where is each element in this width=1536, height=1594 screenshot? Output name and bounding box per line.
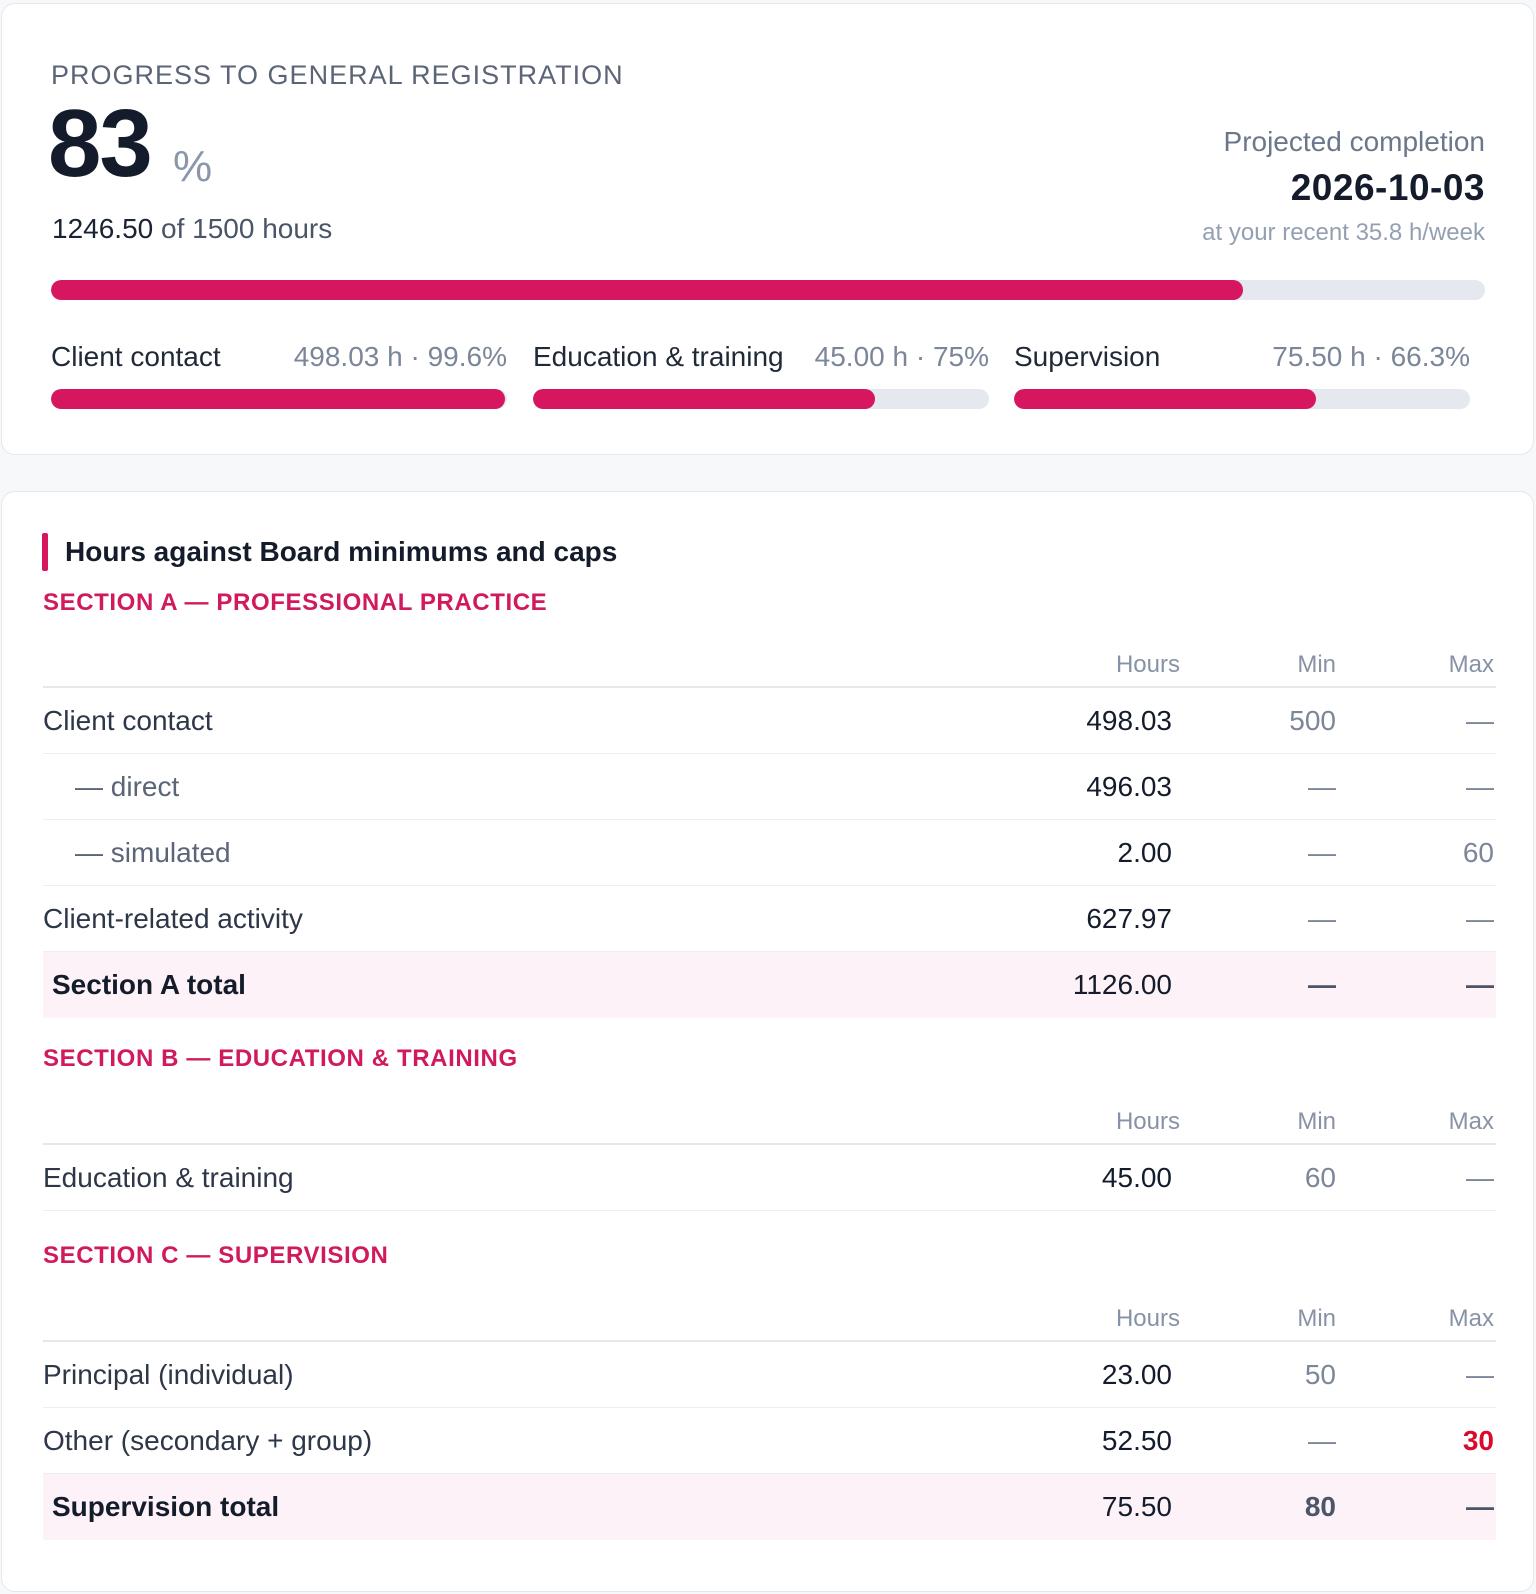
row-min: 80 xyxy=(1304,1491,1336,1522)
sub-progress-fill xyxy=(1014,389,1317,409)
row-min: — xyxy=(1308,771,1336,802)
hours-card: Hours against Board minimums and caps SE… xyxy=(1,491,1534,1592)
row-min: — xyxy=(1308,903,1336,934)
table-row: — simulated 2.00 — 60 xyxy=(43,820,1496,886)
sub-progress-label: Supervision xyxy=(1014,341,1161,372)
row-max: — xyxy=(1466,1491,1494,1522)
row-hours: 627.97 xyxy=(1086,903,1172,934)
overall-progress-bar xyxy=(51,280,1485,300)
sub-progress-value: 45.00 h · 75% xyxy=(814,341,989,372)
progress-card: PROGRESS TO GENERAL REGISTRATION 83 % 12… xyxy=(1,3,1534,455)
sub-progress-supervision: Supervision 75.50 h · 66.3% xyxy=(1014,341,1470,411)
row-max: — xyxy=(1466,1359,1494,1390)
col-max-header: Max xyxy=(1448,1108,1494,1135)
row-label: Client-related activity xyxy=(43,903,303,934)
overall-progress-fill xyxy=(51,280,1243,300)
sub-progress-label: Education & training xyxy=(533,341,784,372)
row-min: — xyxy=(1308,837,1336,868)
section-c-heading: SECTION C — SUPERVISION xyxy=(43,1242,389,1269)
row-label: — simulated xyxy=(75,837,231,868)
sub-progress-client-contact: Client contact 498.03 h · 99.6% xyxy=(51,341,507,411)
table-row: Client contact 498.03 500 — xyxy=(43,688,1496,754)
col-min-header: Min xyxy=(1297,651,1336,678)
table-row: Other (secondary + group) 52.50 — 30 xyxy=(43,1408,1496,1474)
col-hours-header: Hours xyxy=(1115,1108,1180,1135)
row-hours: 498.03 xyxy=(1086,705,1172,736)
progress-hours-done: 1246.50 xyxy=(52,213,154,244)
col-max-header: Max xyxy=(1448,1305,1494,1332)
col-max-header: Max xyxy=(1448,651,1494,678)
sub-progress-fill xyxy=(51,389,506,409)
row-min: — xyxy=(1308,969,1336,1000)
sub-progress-education: Education & training 45.00 h · 75% xyxy=(533,341,989,411)
table-row: Education & training 45.00 60 — xyxy=(43,1145,1496,1211)
row-hours: 2.00 xyxy=(1117,837,1173,868)
progress-hours-rest: of 1500 hours xyxy=(153,213,333,244)
section-b-heading: SECTION B — EDUCATION & TRAINING xyxy=(43,1045,518,1072)
row-label: Client contact xyxy=(43,705,213,736)
sub-progress-bar xyxy=(533,389,989,409)
row-min: — xyxy=(1308,1425,1336,1456)
hours-card-title: Hours against Board minimums and caps xyxy=(65,536,618,567)
row-min: 60 xyxy=(1304,1162,1336,1193)
row-max: 60 xyxy=(1462,837,1494,868)
row-hours: 1126.00 xyxy=(1072,969,1172,1000)
section-c-table: Hours Min Max Principal (individual) 23.… xyxy=(43,1285,1496,1540)
table-header: Hours Min Max xyxy=(43,1285,1496,1342)
table-row: — direct 496.03 — — xyxy=(43,754,1496,820)
row-label: Principal (individual) xyxy=(43,1359,294,1390)
section-a-table: Hours Min Max Client contact 498.03 500 … xyxy=(43,631,1496,1018)
row-label: Supervision total xyxy=(52,1491,280,1522)
progress-hours: 1246.50 of 1500 hours xyxy=(52,213,332,245)
progress-percent: 83 xyxy=(48,90,153,197)
sub-progress-label: Client contact xyxy=(51,341,221,372)
row-hours: 45.00 xyxy=(1101,1162,1172,1193)
table-row: Principal (individual) 23.00 50 — xyxy=(43,1342,1496,1408)
section-a-heading: SECTION A — PROFESSIONAL PRACTICE xyxy=(43,589,548,616)
row-min: 500 xyxy=(1289,705,1336,736)
row-hours: 75.50 xyxy=(1101,1491,1172,1522)
progress-eyebrow: PROGRESS TO GENERAL REGISTRATION xyxy=(51,60,624,90)
row-hours: 23.00 xyxy=(1101,1359,1172,1390)
sub-progress-fill xyxy=(533,389,875,409)
title-accent-bar xyxy=(42,533,48,571)
section-b-table: Hours Min Max Education & training 45.00… xyxy=(43,1088,1496,1211)
sub-progress-value: 498.03 h · 99.6% xyxy=(293,341,507,372)
row-max: — xyxy=(1466,969,1494,1000)
sub-progress-bar xyxy=(51,389,507,409)
projected-completion-rate: at your recent 35.8 h/week xyxy=(1202,219,1485,246)
sub-progress-bar xyxy=(1014,389,1470,409)
col-hours-header: Hours xyxy=(1115,1305,1180,1332)
row-max: — xyxy=(1466,1162,1494,1193)
sub-progress-value: 75.50 h · 66.3% xyxy=(1272,341,1470,372)
row-hours: 52.50 xyxy=(1101,1425,1172,1456)
row-max: — xyxy=(1466,771,1494,802)
projected-completion-date: 2026-10-03 xyxy=(1290,167,1485,208)
row-max: — xyxy=(1466,903,1494,934)
supervision-total-row: Supervision total 75.50 80 — xyxy=(43,1474,1496,1540)
table-header: Hours Min Max xyxy=(43,631,1496,688)
table-header: Hours Min Max xyxy=(43,1088,1496,1145)
progress-percent-symbol: % xyxy=(173,142,213,191)
row-label: — direct xyxy=(75,771,180,802)
row-label: Education & training xyxy=(43,1162,294,1193)
col-min-header: Min xyxy=(1297,1108,1336,1135)
row-label: Section A total xyxy=(52,969,246,1000)
projected-completion-label: Projected completion xyxy=(1223,126,1485,157)
row-min: 50 xyxy=(1304,1359,1336,1390)
row-hours: 496.03 xyxy=(1086,771,1172,802)
row-max: — xyxy=(1466,705,1494,736)
col-min-header: Min xyxy=(1297,1305,1336,1332)
table-row: Client-related activity 627.97 — — xyxy=(43,886,1496,952)
col-hours-header: Hours xyxy=(1115,651,1180,678)
section-a-total-row: Section A total 1126.00 — — xyxy=(43,952,1496,1018)
row-max-exceeded: 30 xyxy=(1462,1425,1494,1456)
row-label: Other (secondary + group) xyxy=(43,1425,373,1456)
